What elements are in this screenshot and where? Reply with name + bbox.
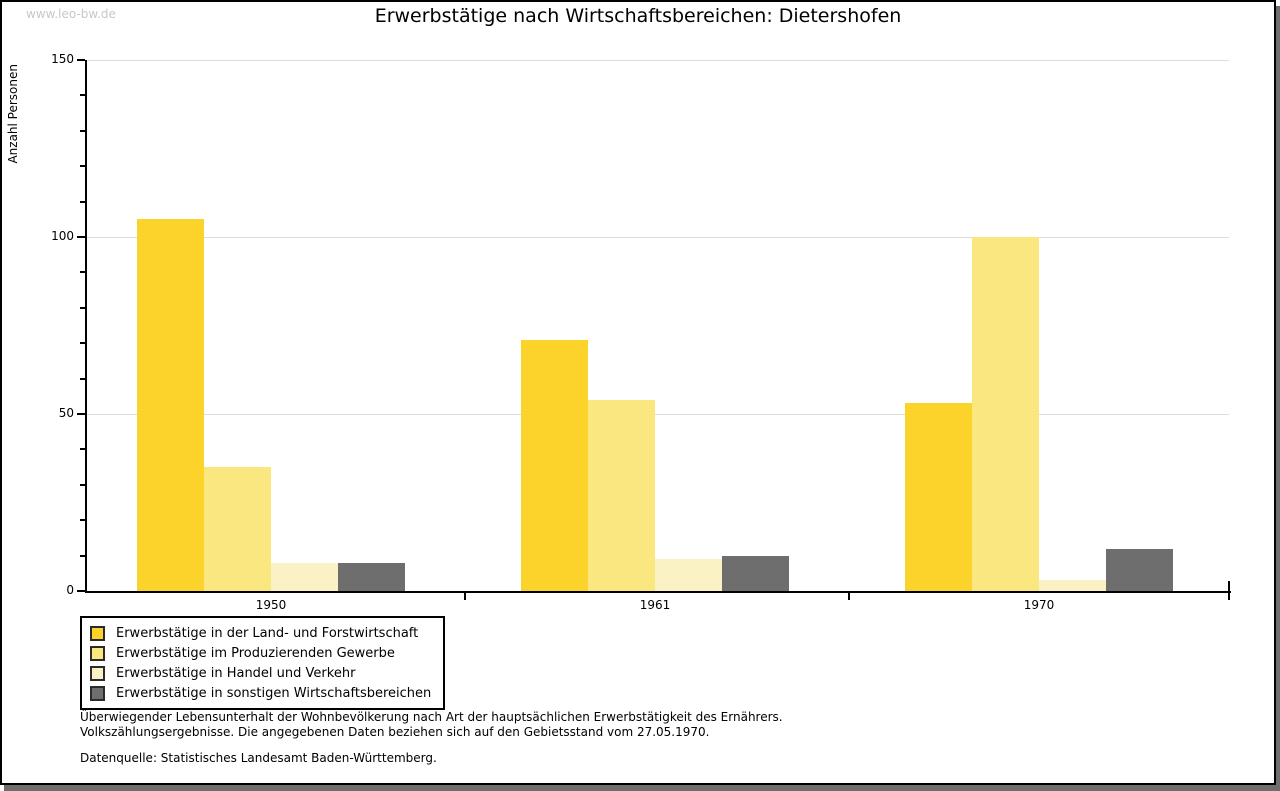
legend-item: Erwerbstätige in sonstigen Wirtschaftsbe… bbox=[90, 683, 431, 703]
legend-swatch bbox=[90, 625, 105, 641]
legend-label: Erwerbstätige in Handel und Verkehr bbox=[116, 665, 356, 681]
footnote-line: Überwiegender Lebensunterhalt der Wohnbe… bbox=[80, 710, 783, 724]
legend-label: Erwerbstätige im Produzierenden Gewerbe bbox=[116, 645, 395, 661]
chart-title: Erwerbstätige nach Wirtschaftsbereichen:… bbox=[374, 5, 902, 27]
legend-label: Erwerbstätige in der Land- und Forstwirt… bbox=[116, 625, 419, 641]
footnotes: Überwiegender Lebensunterhalt der Wohnbe… bbox=[80, 710, 783, 740]
legend-swatch bbox=[90, 665, 105, 681]
legend-label: Erwerbstätige in sonstigen Wirtschaftsbe… bbox=[116, 685, 432, 701]
legend-item: Erwerbstätige im Produzierenden Gewerbe bbox=[90, 643, 431, 663]
legend-swatch bbox=[90, 685, 105, 701]
footnote-line: Volkszählungsergebnisse. Die angegebenen… bbox=[80, 725, 710, 739]
legend-item: Erwerbstätige in Handel und Verkehr bbox=[90, 663, 431, 683]
legend-swatch bbox=[90, 645, 105, 661]
data-source: Datenquelle: Statistisches Landesamt Bad… bbox=[80, 751, 437, 765]
legend: Erwerbstätige in der Land- und Forstwirt… bbox=[80, 616, 446, 710]
legend-item: Erwerbstätige in der Land- und Forstwirt… bbox=[90, 623, 431, 643]
watermark: www.leo-bw.de bbox=[26, 7, 116, 21]
